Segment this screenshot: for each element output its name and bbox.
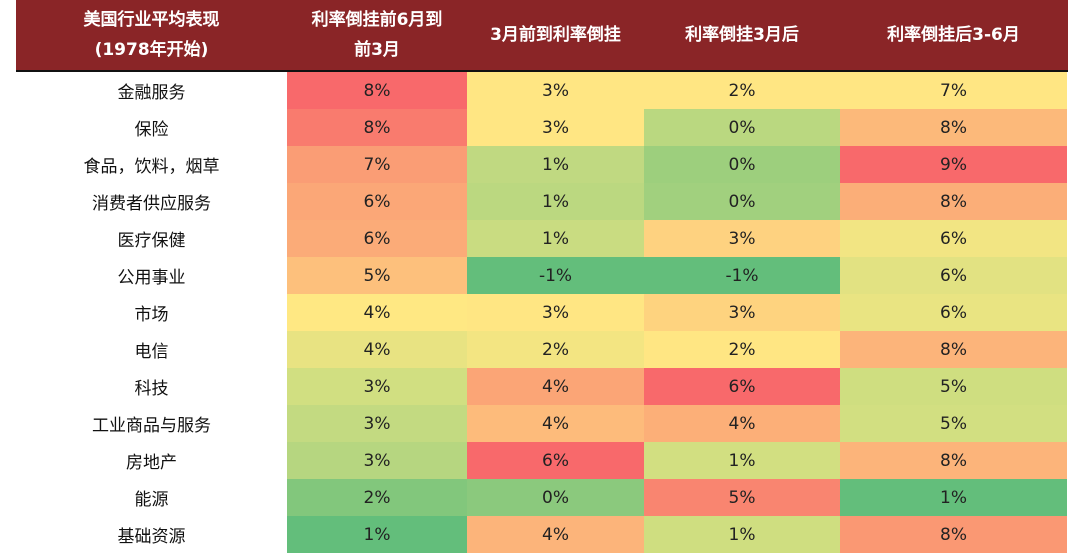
table-row: 工业商品与服务 3% 4% 4% 5% xyxy=(16,405,1068,442)
heat-cell: 6% xyxy=(287,220,467,257)
heatmap-table: 美国行业平均表现 (1978年开始) 利率倒挂前6月到 前3月 3月前到利率倒挂 利… xyxy=(16,0,1068,553)
heat-cell: 2% xyxy=(644,331,840,368)
heat-cell: 1% xyxy=(644,442,840,479)
table-header: 美国行业平均表现 (1978年开始) 利率倒挂前6月到 前3月 3月前到利率倒挂 利… xyxy=(16,0,1068,72)
heat-cell: 1% xyxy=(467,220,644,257)
heat-cell: 8% xyxy=(840,442,1067,479)
table-row: 食品，饮料，烟草 7% 1% 0% 9% xyxy=(16,146,1068,183)
header-sector-line1: 美国行业平均表现 xyxy=(83,10,220,30)
table-row: 基础资源 1% 4% 1% 8% xyxy=(16,516,1068,553)
heat-cell: 1% xyxy=(287,516,467,553)
row-label: 房地产 xyxy=(16,442,287,479)
heat-cell: 3% xyxy=(644,220,840,257)
table-row: 金融服务 8% 3% 2% 7% xyxy=(16,72,1068,109)
heat-cell: 3% xyxy=(287,405,467,442)
row-label: 工业商品与服务 xyxy=(16,405,287,442)
heat-cell: 5% xyxy=(840,405,1067,442)
row-label: 金融服务 xyxy=(16,72,287,109)
header-sector: 美国行业平均表现 (1978年开始) xyxy=(16,0,287,70)
heat-cell: 1% xyxy=(644,516,840,553)
heat-cell: 8% xyxy=(287,109,467,146)
table-body: 金融服务 8% 3% 2% 7% 保险 8% 3% 0% 8% 食品，饮料，烟草 7% 1% 0% 9% 消费… xyxy=(16,72,1068,553)
heat-cell: -1% xyxy=(644,257,840,294)
heat-cell: 4% xyxy=(467,368,644,405)
row-label: 市场 xyxy=(16,294,287,331)
header-3-6m-after: 利率倒挂后3-6月 xyxy=(887,25,1020,45)
heat-cell: 6% xyxy=(840,294,1067,331)
heat-cell: 6% xyxy=(840,220,1067,257)
row-label: 能源 xyxy=(16,479,287,516)
heat-cell: 0% xyxy=(644,183,840,220)
heat-cell: 4% xyxy=(644,405,840,442)
heat-cell: 3% xyxy=(287,442,467,479)
heat-cell: 8% xyxy=(840,331,1067,368)
heat-cell: 5% xyxy=(644,479,840,516)
table-row: 消费者供应服务 6% 1% 0% 8% xyxy=(16,183,1068,220)
table-row: 保险 8% 3% 0% 8% xyxy=(16,109,1068,146)
heat-cell: 4% xyxy=(467,516,644,553)
heat-cell: 2% xyxy=(644,72,840,109)
heat-cell: 9% xyxy=(840,146,1067,183)
row-label: 公用事业 xyxy=(16,257,287,294)
row-label: 消费者供应服务 xyxy=(16,183,287,220)
heat-cell: 5% xyxy=(840,368,1067,405)
heat-cell: 1% xyxy=(467,183,644,220)
heat-cell: 8% xyxy=(840,109,1067,146)
heat-cell: 6% xyxy=(840,257,1067,294)
row-label: 医疗保健 xyxy=(16,220,287,257)
heat-cell: 1% xyxy=(840,479,1067,516)
heat-cell: 4% xyxy=(467,405,644,442)
heat-cell: 0% xyxy=(644,109,840,146)
heat-cell: 6% xyxy=(287,183,467,220)
heat-cell: 6% xyxy=(644,368,840,405)
heat-cell: 1% xyxy=(467,146,644,183)
row-label: 科技 xyxy=(16,368,287,405)
heat-cell: 8% xyxy=(840,183,1067,220)
header-sector-line2: (1978年开始) xyxy=(94,40,209,60)
table-row: 公用事业 5% -1% -1% 6% xyxy=(16,257,1068,294)
table-row: 科技 3% 4% 6% 5% xyxy=(16,368,1068,405)
header-3m-before-to-inversion: 3月前到利率倒挂 xyxy=(490,25,621,45)
row-label: 食品，饮料，烟草 xyxy=(16,146,287,183)
heat-cell: 4% xyxy=(287,331,467,368)
header-col1-line1: 利率倒挂前6月到 xyxy=(311,10,443,30)
heat-cell: 4% xyxy=(287,294,467,331)
heat-cell: 3% xyxy=(467,72,644,109)
heat-cell: 2% xyxy=(467,331,644,368)
row-label: 电信 xyxy=(16,331,287,368)
table-row: 医疗保健 6% 1% 3% 6% xyxy=(16,220,1068,257)
row-label: 基础资源 xyxy=(16,516,287,553)
table-row: 房地产 3% 6% 1% 8% xyxy=(16,442,1068,479)
header-col1-line2: 前3月 xyxy=(354,40,400,60)
heat-cell: 0% xyxy=(644,146,840,183)
row-label: 保险 xyxy=(16,109,287,146)
heat-cell: 6% xyxy=(467,442,644,479)
heat-cell: 3% xyxy=(467,294,644,331)
heat-cell: 3% xyxy=(644,294,840,331)
header-6m-to-3m-before: 利率倒挂前6月到 前3月 xyxy=(287,0,467,70)
heat-cell: -1% xyxy=(467,257,644,294)
heat-cell: 8% xyxy=(840,516,1067,553)
table-row: 电信 4% 2% 2% 8% xyxy=(16,331,1068,368)
heat-cell: 7% xyxy=(840,72,1067,109)
heat-cell: 3% xyxy=(467,109,644,146)
heat-cell: 5% xyxy=(287,257,467,294)
heat-cell: 7% xyxy=(287,146,467,183)
heat-cell: 2% xyxy=(287,479,467,516)
heat-cell: 0% xyxy=(467,479,644,516)
table-row: 能源 2% 0% 5% 1% xyxy=(16,479,1068,516)
header-3m-after: 利率倒挂3月后 xyxy=(685,25,799,45)
table-row: 市场 4% 3% 3% 6% xyxy=(16,294,1068,331)
heat-cell: 8% xyxy=(287,72,467,109)
heat-cell: 3% xyxy=(287,368,467,405)
